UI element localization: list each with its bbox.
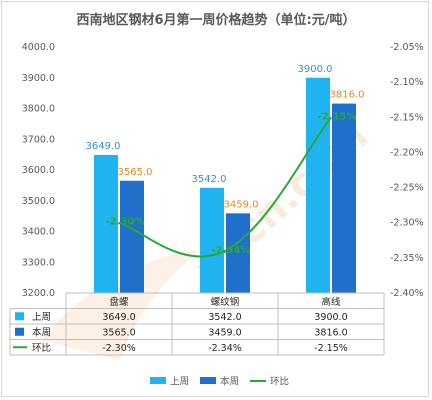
- y-right-tick-label: -2.30%: [390, 218, 424, 229]
- y-right-tick-label: -2.20%: [390, 147, 424, 158]
- bar-this-week: [120, 180, 144, 293]
- watermark-logo-shape: [40, 250, 200, 360]
- x-category-label: 螺纹钢: [211, 296, 240, 308]
- table-cell: 3565.0: [102, 327, 135, 338]
- y-left-tick-label: 3500.0: [22, 196, 55, 207]
- y-left-tick-label: 3800.0: [22, 104, 55, 115]
- table-cell: -2.15%: [314, 343, 348, 354]
- y-left-tick-label: 3700.0: [22, 134, 55, 145]
- y-right-tick-label: -2.05%: [390, 42, 424, 53]
- x-category-label: 高线: [321, 296, 341, 308]
- table-cell: 3649.0: [102, 312, 135, 323]
- bar-this-week: [332, 103, 356, 293]
- y-left-tick-label: 3300.0: [22, 257, 55, 268]
- bar-data-label: 3565.0: [118, 167, 153, 178]
- bar-data-label: 3542.0: [192, 174, 227, 185]
- y-left-tick-label: 3400.0: [22, 227, 55, 238]
- table-cell: 3542.0: [208, 312, 241, 323]
- x-category-label: 盘螺: [109, 296, 129, 308]
- legend-label: 本周: [220, 376, 239, 388]
- table-cell: -2.30%: [102, 343, 136, 354]
- table-cell: 3816.0: [314, 327, 347, 338]
- table-row-name: 环比: [32, 342, 51, 354]
- bar-data-label: 3459.0: [224, 199, 259, 210]
- table-legend-swatch: [15, 312, 24, 321]
- legend-swatch: [150, 377, 166, 384]
- line-data-label: -2.15%: [318, 111, 357, 122]
- bar-last-week: [306, 77, 330, 293]
- line-data-label: -2.30%: [106, 217, 145, 228]
- y-left-tick-label: 4000.0: [22, 42, 55, 53]
- table-row-name: 上周: [32, 312, 51, 323]
- y-right-tick-label: -2.15%: [390, 112, 424, 123]
- chart-title: 西南地区钢材6月第一周价格趋势（单位:元/吨）: [77, 12, 356, 28]
- y-right-tick-label: -2.10%: [390, 77, 424, 88]
- legend-swatch: [200, 377, 216, 384]
- line-huanbi: [118, 116, 332, 258]
- bar-data-label: 3900.0: [298, 64, 333, 75]
- bar-this-week: [226, 213, 250, 293]
- table-cell: -2.34%: [208, 343, 242, 354]
- bar-last-week: [200, 187, 224, 293]
- line-data-label: -2.34%: [212, 245, 251, 256]
- bar-last-week: [94, 154, 118, 293]
- table-legend-swatch: [15, 327, 24, 336]
- y-right-tick-label: -2.25%: [390, 183, 424, 194]
- y-left-tick-label: 3600.0: [22, 165, 55, 176]
- y-right-tick-label: -2.35%: [390, 253, 424, 264]
- table-cell: 3459.0: [208, 327, 241, 338]
- bar-data-label: 3816.0: [330, 90, 365, 101]
- y-left-tick-label: 3200.0: [22, 288, 55, 299]
- legend-label: 上周: [170, 377, 189, 388]
- y-left-tick-label: 3900.0: [22, 73, 55, 84]
- bar-data-label: 3649.0: [86, 141, 121, 152]
- table-cell: 3900.0: [314, 312, 347, 323]
- table-row-name: 本周: [32, 326, 51, 338]
- legend-label: 环比: [270, 376, 289, 388]
- y-right-tick-label: -2.40%: [390, 288, 424, 299]
